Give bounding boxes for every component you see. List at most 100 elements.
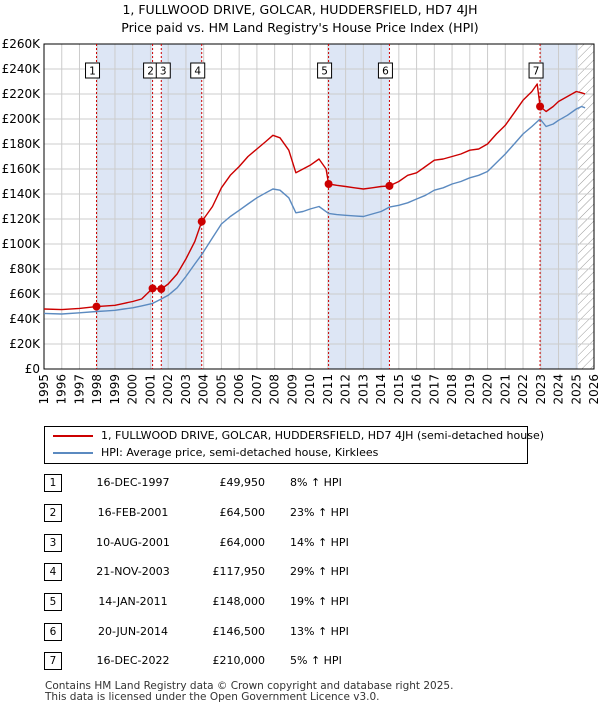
x-tick-label: 1995 xyxy=(37,374,51,405)
event-marker-box xyxy=(190,62,206,79)
x-tick-label: 2017 xyxy=(427,374,441,405)
x-tick-label: 1996 xyxy=(55,374,69,405)
y-tick-label: £240K xyxy=(2,62,42,76)
sale-number: 3 xyxy=(44,534,62,552)
x-tick-label: 2025 xyxy=(569,374,583,405)
sale-number: 2 xyxy=(44,504,62,522)
x-tick-label: 2018 xyxy=(445,374,459,405)
legend: 1, FULLWOOD DRIVE, GOLCAR, HUDDERSFIELD,… xyxy=(44,426,544,464)
event-marker-box xyxy=(85,62,101,79)
event-marker-label: 7 xyxy=(533,66,540,78)
event-marker-label: 1 xyxy=(89,66,96,78)
sale-number: 4 xyxy=(44,563,62,581)
price-chart: £0 £20K £40K £60K £80K £100K £120K £140K £160K £1… xyxy=(2,37,600,405)
event-marker-label: 3 xyxy=(160,66,167,78)
x-tick-label: 2005 xyxy=(214,374,228,405)
sale-row: 2 16-FEB-2001 £64,500 23% ↑ HPI xyxy=(0,502,600,524)
y-tick-label: £120K xyxy=(2,212,42,226)
sale-date: 16-FEB-2001 xyxy=(97,506,169,519)
sale-row: 1 16-DEC-1997 £49,950 8% ↑ HPI xyxy=(0,472,600,494)
x-tick-label: 2010 xyxy=(303,374,317,405)
sale-point xyxy=(92,302,101,311)
x-tick-label: 2008 xyxy=(268,374,282,405)
y-tick-label: £0 xyxy=(25,362,40,376)
sale-hpi-diff: 5% ↑ HPI xyxy=(290,654,342,667)
x-tick-label: 2019 xyxy=(463,374,477,405)
forecast-hatch xyxy=(578,44,594,369)
shaded-band xyxy=(161,44,202,369)
x-tick-label: 2014 xyxy=(374,374,388,405)
y-tick-label: £260K xyxy=(2,37,42,51)
footer-line-2: This data is licensed under the Open Gov… xyxy=(45,691,380,703)
x-tick-label: 1999 xyxy=(108,374,122,405)
sale-price: £210,000 xyxy=(212,654,266,667)
shaded-band xyxy=(328,44,390,369)
x-tick-label: 2012 xyxy=(339,374,353,405)
event-marker-label: 2 xyxy=(147,66,154,78)
sale-price: £146,500 xyxy=(212,625,266,638)
sale-point xyxy=(536,102,545,111)
sale-hpi-diff: 23% ↑ HPI xyxy=(290,506,349,519)
x-tick-label: 2023 xyxy=(534,374,548,405)
sale-hpi-diff: 14% ↑ HPI xyxy=(290,536,349,549)
sale-point xyxy=(148,284,157,293)
x-tick-label: 2022 xyxy=(516,374,530,405)
sale-hpi-diff: 29% ↑ HPI xyxy=(290,565,349,578)
sale-row: 3 10-AUG-2001 £64,000 14% ↑ HPI xyxy=(0,532,600,554)
footer: Contains HM Land Registry data © Crown c… xyxy=(45,681,453,703)
sale-number: 5 xyxy=(44,593,62,611)
x-tick-label: 2015 xyxy=(392,374,406,405)
x-tick-label: 2013 xyxy=(356,374,370,405)
event-marker-box xyxy=(317,62,333,79)
x-tick-label: 2021 xyxy=(498,374,512,405)
footer-line-1: Contains HM Land Registry data © Crown c… xyxy=(45,680,454,692)
x-tick-label: 2020 xyxy=(481,374,495,405)
x-tick-label: 2000 xyxy=(126,374,140,405)
sale-date: 21-NOV-2003 xyxy=(96,565,170,578)
title-line-2: Price paid vs. HM Land Registry's House … xyxy=(121,20,479,35)
y-tick-label: £220K xyxy=(2,87,42,101)
x-tick-label: 1997 xyxy=(72,374,86,405)
sale-hpi-diff: 13% ↑ HPI xyxy=(290,625,349,638)
x-tick-label: 2002 xyxy=(161,374,175,405)
y-tick-label: £80K xyxy=(9,262,41,276)
x-tick-label: 2009 xyxy=(285,374,299,405)
legend-label-hpi: HPI: Average price, semi-detached house,… xyxy=(101,446,379,459)
y-tick-label: £40K xyxy=(9,312,41,326)
x-tick-label: 2004 xyxy=(197,374,211,405)
sale-number: 6 xyxy=(44,623,62,641)
sale-row: 6 20-JUN-2014 £146,500 13% ↑ HPI xyxy=(0,621,600,643)
y-tick-label: £20K xyxy=(9,337,41,351)
chart-title: 1, FULLWOOD DRIVE, GOLCAR, HUDDERSFIELD,… xyxy=(0,1,600,37)
sale-number: 7 xyxy=(44,652,62,670)
event-marker-box xyxy=(528,62,544,79)
sale-price: £64,500 xyxy=(219,506,266,519)
sale-price: £148,000 xyxy=(212,595,266,608)
price-paid-line xyxy=(43,83,586,311)
event-marker-label: 5 xyxy=(321,66,328,78)
sale-date: 10-AUG-2001 xyxy=(96,536,170,549)
x-tick-label: 2016 xyxy=(410,374,424,405)
y-tick-label: £160K xyxy=(2,162,42,176)
sale-hpi-diff: 19% ↑ HPI xyxy=(290,595,349,608)
legend-label-price: 1, FULLWOOD DRIVE, GOLCAR, HUDDERSFIELD,… xyxy=(101,429,545,442)
x-tick-label: 1998 xyxy=(90,374,104,405)
x-tick-label: 2026 xyxy=(587,374,600,405)
sale-point xyxy=(157,285,166,293)
sale-point xyxy=(197,217,206,226)
sale-hpi-diff: 8% ↑ HPI xyxy=(290,476,342,489)
sale-price: £64,000 xyxy=(219,536,266,549)
x-tick-label: 2003 xyxy=(179,374,193,405)
sale-point xyxy=(324,180,333,188)
sale-price: £117,950 xyxy=(212,565,266,578)
event-marker-box xyxy=(377,62,393,79)
title-line-1: 1, FULLWOOD DRIVE, GOLCAR, HUDDERSFIELD,… xyxy=(122,2,478,17)
sale-row: 5 14-JAN-2011 £148,000 19% ↑ HPI xyxy=(0,591,600,613)
y-tick-label: £180K xyxy=(2,137,42,151)
x-tick-label: 2006 xyxy=(232,374,246,405)
event-marker-label: 4 xyxy=(194,66,201,78)
shaded-band xyxy=(540,44,579,369)
y-tick-label: £140K xyxy=(2,187,42,201)
event-marker-label: 6 xyxy=(382,66,389,78)
event-marker-box xyxy=(155,62,171,79)
